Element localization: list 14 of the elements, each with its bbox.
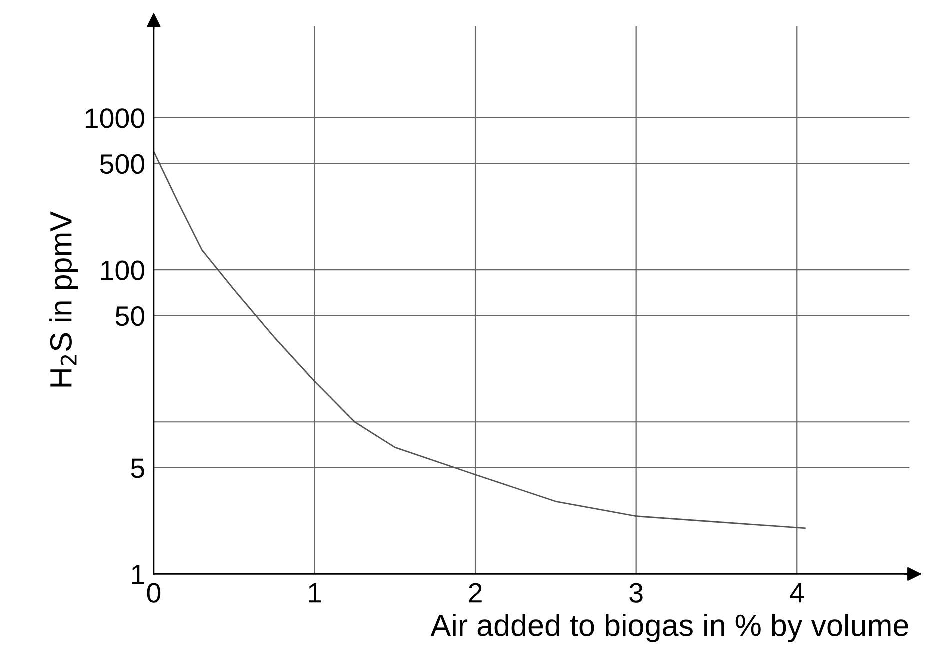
y-tick-label: 100: [101, 260, 145, 280]
y-axis-title: H$_{2}$S in ppmV: [50, 212, 78, 387]
x-tick-label: 3: [630, 583, 643, 603]
x-tick-label: 0: [147, 583, 161, 603]
x-tick-label: 4: [790, 584, 804, 603]
y-tick-label: 1000: [86, 108, 145, 128]
x-axis-title: Air added to biogas in % by volume: [430, 614, 908, 642]
y-tick-label: 1: [132, 565, 144, 584]
line-series: [154, 151, 806, 530]
y-tick-label: 500: [100, 154, 145, 174]
x-tick-label: 1: [309, 584, 322, 603]
y-tick-label: 50: [116, 306, 145, 326]
x-tick-label: 2: [469, 583, 482, 603]
y-tick-label: 5: [131, 458, 144, 478]
